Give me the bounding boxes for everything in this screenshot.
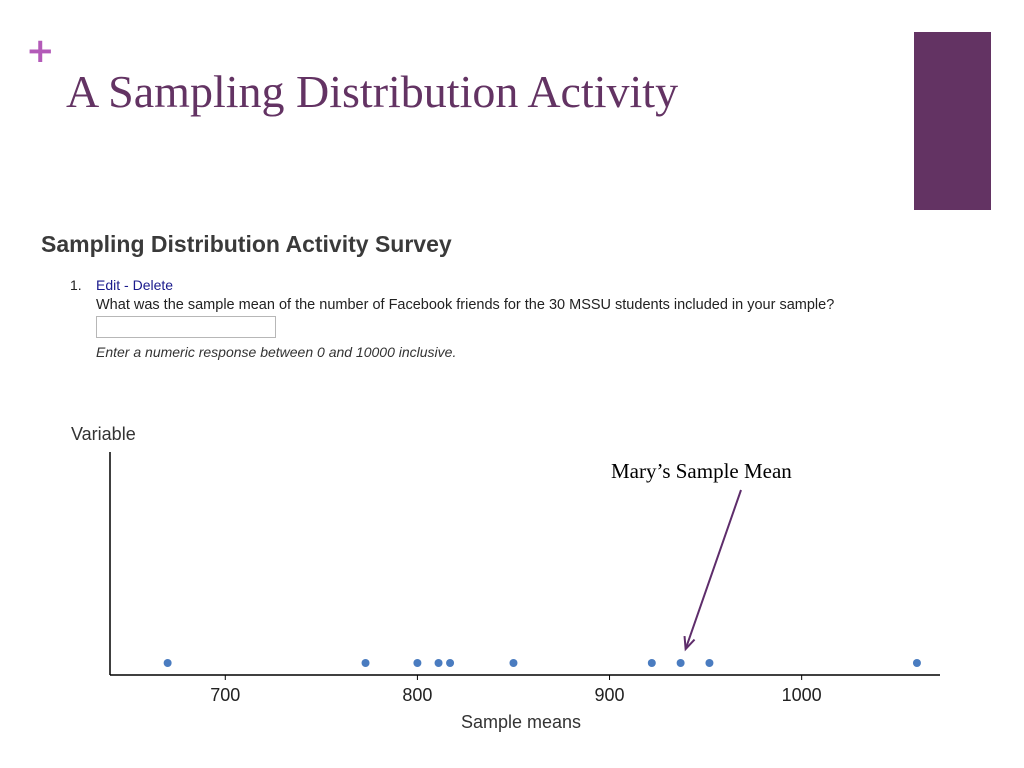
question-actions: Edit - Delete	[96, 276, 173, 294]
data-point	[705, 659, 714, 667]
answer-hint: Enter a numeric response between 0 and 1…	[96, 344, 457, 360]
data-point	[912, 659, 921, 667]
data-point	[509, 659, 518, 667]
data-point	[413, 659, 422, 667]
data-point	[676, 659, 685, 667]
annotation-arrow	[683, 489, 742, 652]
data-point	[446, 659, 455, 667]
survey-title: Sampling Distribution Activity Survey	[41, 231, 452, 257]
x-tick-label: 700	[210, 685, 240, 705]
x-tick-label: 900	[595, 685, 625, 705]
data-point	[647, 659, 656, 667]
link-separator: -	[120, 277, 133, 293]
arrow-head	[683, 635, 696, 652]
data-point	[434, 659, 443, 667]
plot-axes	[109, 452, 940, 676]
x-ticks: 700 800 900 1000	[210, 675, 822, 705]
delete-link[interactable]: Delete	[132, 277, 174, 293]
plus-marker: +	[26, 31, 55, 71]
edit-link[interactable]: Edit	[96, 277, 121, 293]
annotation-label: Mary’s Sample Mean	[611, 459, 792, 483]
data-point	[163, 659, 172, 667]
answer-input[interactable]	[96, 316, 276, 338]
x-tick-label: 1000	[782, 685, 822, 705]
x-tick-label: 800	[402, 685, 432, 705]
y-axis-label: Variable	[71, 424, 136, 444]
data-points	[163, 659, 921, 667]
data-point	[361, 659, 370, 667]
question-text: What was the sample mean of the number o…	[96, 297, 835, 313]
x-axis-label: Sample means	[461, 712, 581, 732]
accent-block	[914, 32, 991, 210]
question-number: 1.	[70, 277, 82, 293]
arrow-shaft	[684, 489, 742, 650]
slide-title: A Sampling Distribution Activity	[66, 66, 679, 117]
